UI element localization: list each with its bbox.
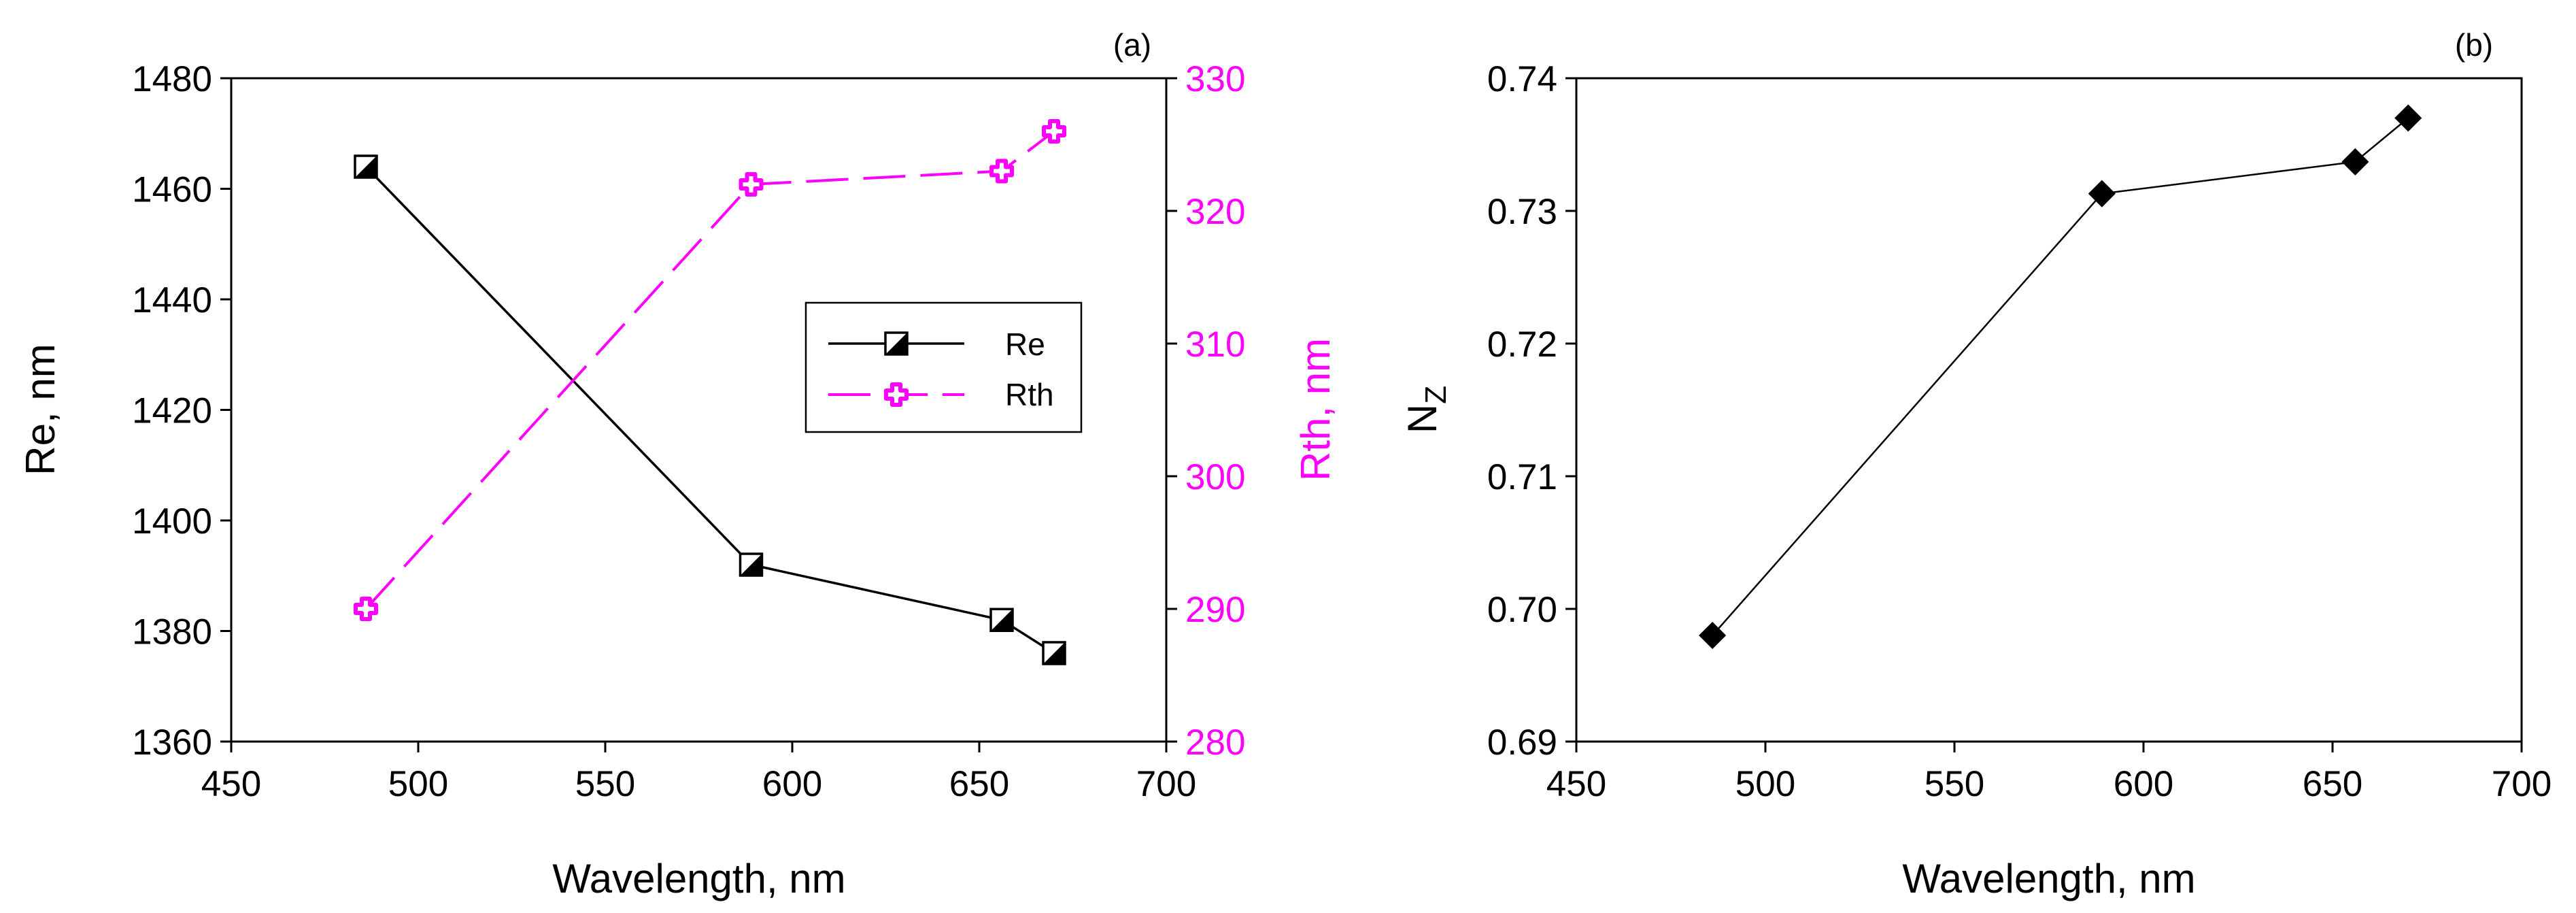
y-tick-label-b: 0.74 bbox=[1487, 59, 1557, 99]
legend: Re Rth bbox=[804, 301, 1083, 433]
x-tick-label-b: 450 bbox=[1546, 764, 1606, 804]
y-axis-label-b: NZ bbox=[1400, 386, 1453, 433]
data-point-nz bbox=[2088, 180, 2116, 208]
data-point-rth bbox=[354, 597, 378, 621]
y-tick-label-b: 0.70 bbox=[1487, 590, 1557, 630]
data-point-re bbox=[989, 608, 1014, 632]
y-axis-label-b-main: N bbox=[1400, 404, 1445, 433]
legend-box bbox=[804, 301, 1083, 433]
y-tick-label-a: 1480 bbox=[132, 59, 212, 99]
y2-tick-label-a: 290 bbox=[1185, 590, 1245, 630]
y2-tick-label-a: 330 bbox=[1185, 59, 1245, 99]
y2-axis-label-a: Rth, nm bbox=[1293, 338, 1338, 481]
y-tick-label-a: 1380 bbox=[132, 612, 212, 652]
chart-panel-a: 450 500 550 600 650 700 1360 1380 1400 1420 1440 14… bbox=[18, 27, 1338, 901]
plot-frame-b bbox=[1575, 77, 2523, 743]
y-tick-label-a: 1360 bbox=[132, 723, 212, 763]
panel-label-b: (b) bbox=[2455, 27, 2493, 63]
legend-marker-re bbox=[884, 331, 909, 356]
legend-label-rth: Rth bbox=[1005, 377, 1054, 412]
y-tick-label-a: 1420 bbox=[132, 391, 212, 431]
x-tick-label-a: 500 bbox=[388, 764, 448, 804]
data-point-re bbox=[739, 552, 764, 577]
y2-tick-label-a: 320 bbox=[1185, 192, 1245, 232]
y2-tick-label-a: 310 bbox=[1185, 325, 1245, 365]
data-point-rth bbox=[1042, 119, 1066, 144]
y-axis-label-a: Re, nm bbox=[18, 344, 63, 475]
y2-tick-label-a: 300 bbox=[1185, 457, 1245, 497]
y-tick-label-a: 1440 bbox=[132, 280, 212, 320]
x-tick-label-b: 500 bbox=[1735, 764, 1795, 804]
x-tick-label-b: 600 bbox=[2114, 764, 2173, 804]
x-tick-label-b: 550 bbox=[1925, 764, 1984, 804]
series-line-rth bbox=[365, 130, 1055, 610]
y-tick-label-b: 0.72 bbox=[1487, 325, 1557, 365]
data-point-rth bbox=[739, 172, 764, 197]
data-point-rth bbox=[989, 159, 1014, 184]
series-line-nz bbox=[1712, 117, 2409, 636]
x-axis-label-b: Wavelength, nm bbox=[1902, 856, 2195, 901]
y-tick-label-a: 1400 bbox=[132, 501, 212, 542]
x-tick-label-b: 700 bbox=[2492, 764, 2552, 804]
x-tick-label-b: 650 bbox=[2303, 764, 2362, 804]
x-tick-label-a: 650 bbox=[949, 764, 1009, 804]
x-tick-label-a: 450 bbox=[201, 764, 261, 804]
y-tick-label-b: 0.69 bbox=[1487, 723, 1557, 763]
legend-label-re: Re bbox=[1005, 327, 1045, 362]
data-point-nz bbox=[1699, 621, 1727, 650]
data-point-re bbox=[1042, 641, 1066, 665]
x-axis-label-a: Wavelength, nm bbox=[552, 856, 845, 901]
data-point-nz bbox=[2341, 148, 2369, 176]
x-tick-label-a: 600 bbox=[762, 764, 822, 804]
chart-panel-b: 450 500 550 600 650 700 0.69 0.70 0.71 0.72 0.73 0.… bbox=[1400, 27, 2552, 901]
data-point-nz bbox=[2394, 104, 2422, 132]
y-tick-label-b: 0.71 bbox=[1487, 457, 1557, 497]
data-point-re bbox=[354, 154, 378, 179]
y-tick-label-a: 1460 bbox=[132, 170, 212, 210]
x-tick-label-a: 550 bbox=[575, 764, 635, 804]
y2-tick-label-a: 280 bbox=[1185, 723, 1245, 763]
panel-label-a: (a) bbox=[1113, 27, 1151, 63]
y-axis-label-b-subscript: Z bbox=[1419, 386, 1453, 404]
series-line-re bbox=[365, 165, 1055, 654]
x-tick-label-a: 700 bbox=[1136, 764, 1196, 804]
legend-marker-rth bbox=[884, 382, 909, 407]
y-tick-label-b: 0.73 bbox=[1487, 192, 1557, 232]
